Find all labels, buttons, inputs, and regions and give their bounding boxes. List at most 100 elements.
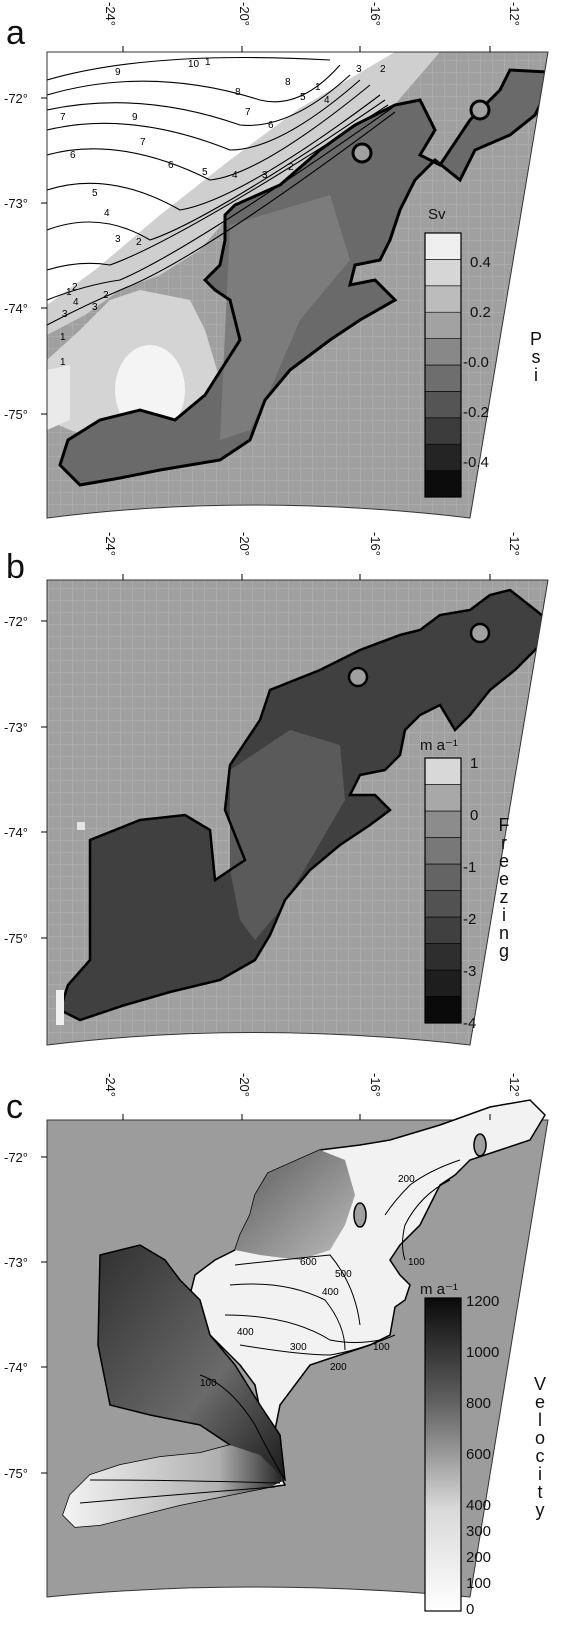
contour-label: 6 [70, 150, 76, 161]
colorbar-band [424, 996, 462, 1024]
ice-shelf-north-flow [235, 1150, 355, 1260]
colorbar-unit: Sv [428, 206, 446, 223]
lat-tick-label: -74° [4, 1360, 28, 1375]
psi-high-edge [47, 365, 70, 430]
contour-label: 2 [380, 64, 386, 75]
contour-line [239, 1334, 396, 1356]
contour-label: 5 [202, 167, 208, 178]
contour-line [47, 79, 361, 151]
lat-tick-label: -75° [4, 931, 28, 946]
contour-label: 2 [288, 162, 294, 173]
contour-label: 2 [103, 290, 109, 301]
colorbar-band [424, 338, 462, 366]
lat-tick-label: -75° [4, 407, 28, 422]
lon-tick-label: -24° [103, 1073, 118, 1097]
colorbar-tick-label: -0.0 [463, 354, 489, 371]
colorbar-frame [424, 757, 462, 1024]
colorbar-tick-label: 300 [466, 1523, 492, 1540]
colorbar-unit: m a⁻¹ [420, 737, 458, 754]
colorbar-tick-label: 0.4 [470, 254, 491, 271]
lat-tick-label: -73° [4, 196, 28, 211]
colorbar-band [424, 810, 462, 838]
lon-tick-label: -20° [237, 1073, 252, 1097]
contour-label: 8 [235, 87, 241, 98]
colorbar-band [424, 916, 462, 944]
panel-c: 200 100 600 400 500 400 300 200 100 100 c -24° -2… [0, 1073, 570, 1628]
contour-label: 100 [200, 1378, 217, 1389]
lat-tick-label: -72° [4, 614, 28, 629]
axis-ticks [41, 574, 491, 939]
colorbar-tick-label: 1 [470, 755, 479, 772]
contour-line [79, 1486, 276, 1504]
colorbar-tick-label: 1000 [466, 1344, 500, 1361]
colorbar-tick-label: 800 [466, 1395, 492, 1412]
colorbar-band [424, 969, 462, 997]
contour-label: 1 [60, 332, 66, 343]
contour-line [229, 1283, 346, 1351]
colorbar-tick-label: -4 [463, 1015, 477, 1032]
ice-rise-west [351, 142, 373, 164]
grounding-line [58, 588, 548, 1022]
contour-label: 1 [205, 57, 211, 68]
lon-tick-label: -16° [368, 2, 383, 26]
contour-label: 400 [322, 1287, 339, 1298]
colorbar-tick-label: 200 [466, 1549, 492, 1566]
colorbar-a [424, 232, 462, 498]
lon-tick-label: -12° [507, 1073, 522, 1097]
colorbar-band [424, 259, 462, 287]
ice-rise-east [473, 1133, 487, 1157]
isolated-cell [77, 822, 85, 830]
colorbar-tick-label: 100 [466, 1575, 492, 1592]
colorbar-tick-label: 600 [466, 1446, 492, 1463]
colorbar-band [424, 443, 462, 471]
contour-label: 3 [115, 234, 121, 245]
lat-tick-label: -72° [4, 1150, 28, 1165]
contour-line [47, 64, 341, 103]
lon-tick-label: -24° [103, 2, 118, 26]
contour-label: 200 [330, 1362, 347, 1373]
contour-label: 6 [168, 160, 174, 171]
lon-tick-label: -16° [368, 532, 383, 556]
colorbar-tick-label: -0.4 [463, 454, 489, 471]
panel-letter: c [6, 1088, 23, 1126]
colorbar-tick-label: 0.2 [470, 304, 491, 321]
lat-tick-label: -74° [4, 825, 28, 840]
contour-label: 7 [60, 112, 66, 123]
contour-label: 3 [62, 309, 68, 320]
contour-line [47, 94, 381, 211]
lon-tick-label: -20° [237, 2, 252, 26]
colorbar-band [424, 311, 462, 339]
contour-label: 8 [285, 77, 291, 88]
panel-c-map: 200 100 600 400 500 400 300 200 100 100 [41, 1099, 549, 1612]
contour-labels: 200 100 600 400 500 400 300 200 100 100 [200, 1174, 425, 1389]
contour-label: 6 [268, 120, 274, 131]
contour-line [47, 111, 396, 326]
contour-label: 4 [232, 170, 238, 181]
contour-label: 5 [300, 92, 306, 103]
panel-b-map [41, 574, 549, 1046]
lat-tick-label: -73° [4, 1255, 28, 1270]
contour-label: 3 [262, 170, 268, 181]
contour-label: 1 [315, 82, 321, 93]
contour-label: 9 [132, 112, 138, 123]
ice-rise-west [353, 1202, 367, 1228]
map-frame [46, 579, 549, 1046]
contour-label: 4 [104, 208, 110, 219]
colorbar-band [424, 232, 462, 260]
ice-rise-east [469, 622, 491, 644]
contour-label: 5 [92, 188, 98, 199]
lon-tick-label: -20° [237, 532, 252, 556]
contour-label: 200 [398, 1174, 415, 1185]
axis-ticks [41, 1114, 491, 1474]
psi-contours [47, 56, 396, 326]
colorbar-band [424, 890, 462, 918]
contour-label: 3 [356, 64, 362, 75]
contour-line [47, 104, 389, 271]
colorbar-band [424, 285, 462, 313]
grounding-line [58, 68, 548, 487]
contour-line [47, 107, 393, 301]
colorbar-band [424, 470, 462, 498]
contour-label: 7 [245, 107, 251, 118]
